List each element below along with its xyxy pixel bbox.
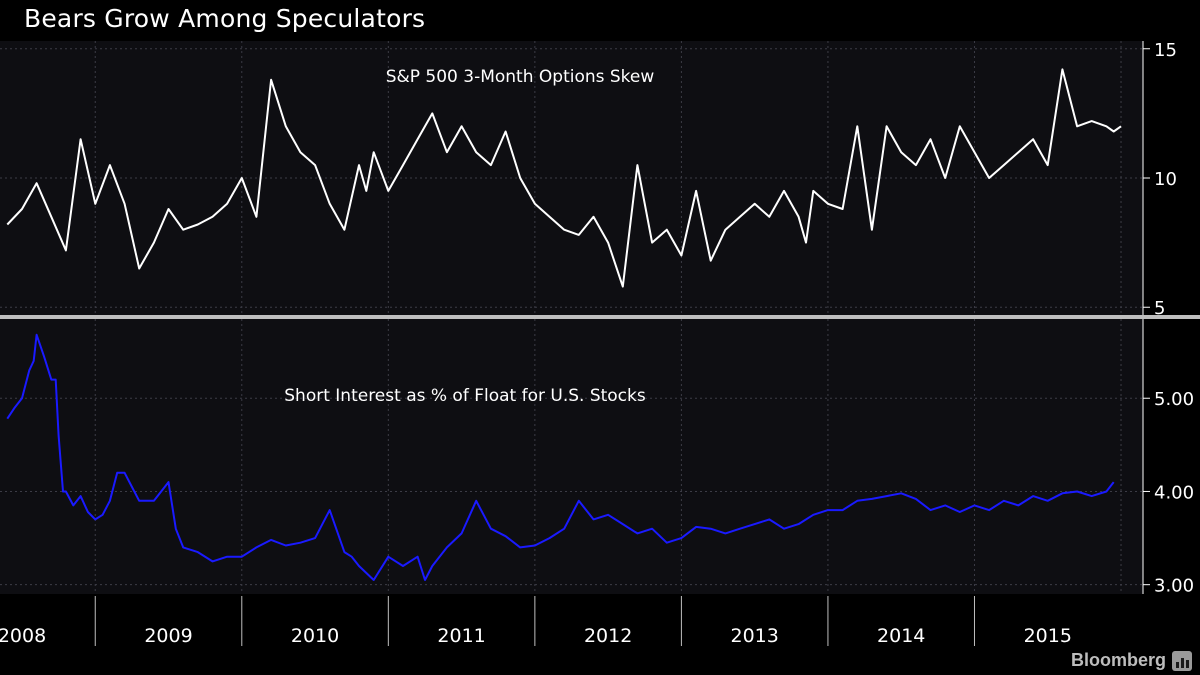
skew-y-axis: 5 10 15 bbox=[1142, 40, 1177, 319]
short-interest-y-tick-label: 3.00 bbox=[1154, 576, 1194, 597]
x-tick-label: 2009 bbox=[144, 625, 192, 647]
x-tick-label: 2013 bbox=[730, 625, 778, 647]
x-tick-label: 2014 bbox=[877, 625, 925, 647]
short-interest-panel bbox=[0, 319, 1143, 594]
skew-y-tick-label: 5 bbox=[1154, 298, 1165, 319]
skew-y-tick-label: 10 bbox=[1154, 169, 1177, 190]
chart-title: Bears Grow Among Speculators bbox=[24, 4, 426, 33]
short-interest-gridlines bbox=[0, 319, 1143, 594]
x-tick-label: 2012 bbox=[584, 625, 632, 647]
brand-name: Bloomberg bbox=[1070, 650, 1166, 670]
bar-chart-icon bbox=[1172, 650, 1192, 671]
short-interest-y-tick-label: 5.00 bbox=[1154, 389, 1194, 410]
x-tick-label: 2010 bbox=[291, 625, 339, 647]
panel-divider bbox=[0, 315, 1200, 319]
x-axis: 2008 2009 2010 2011 2012 2013 2014 2015 bbox=[0, 596, 1072, 647]
short-interest-panel-label: Short Interest as % of Float for U.S. St… bbox=[284, 386, 646, 406]
short-interest-series-line bbox=[6, 333, 1115, 581]
skew-gridlines bbox=[0, 41, 1143, 315]
skew-series-line bbox=[6, 68, 1122, 288]
short-interest-y-tick-label: 4.00 bbox=[1154, 482, 1194, 503]
skew-panel-label: S&P 500 3-Month Options Skew bbox=[386, 67, 655, 87]
brand-logo: Bloomberg bbox=[1071, 650, 1192, 671]
x-tick-label: 2008 bbox=[0, 625, 46, 647]
x-tick-label: 2011 bbox=[437, 625, 485, 647]
short-interest-y-axis: 3.00 4.00 5.00 bbox=[1142, 319, 1194, 597]
x-tick-label: 2015 bbox=[1024, 625, 1072, 647]
skew-y-tick-label: 15 bbox=[1154, 40, 1177, 61]
